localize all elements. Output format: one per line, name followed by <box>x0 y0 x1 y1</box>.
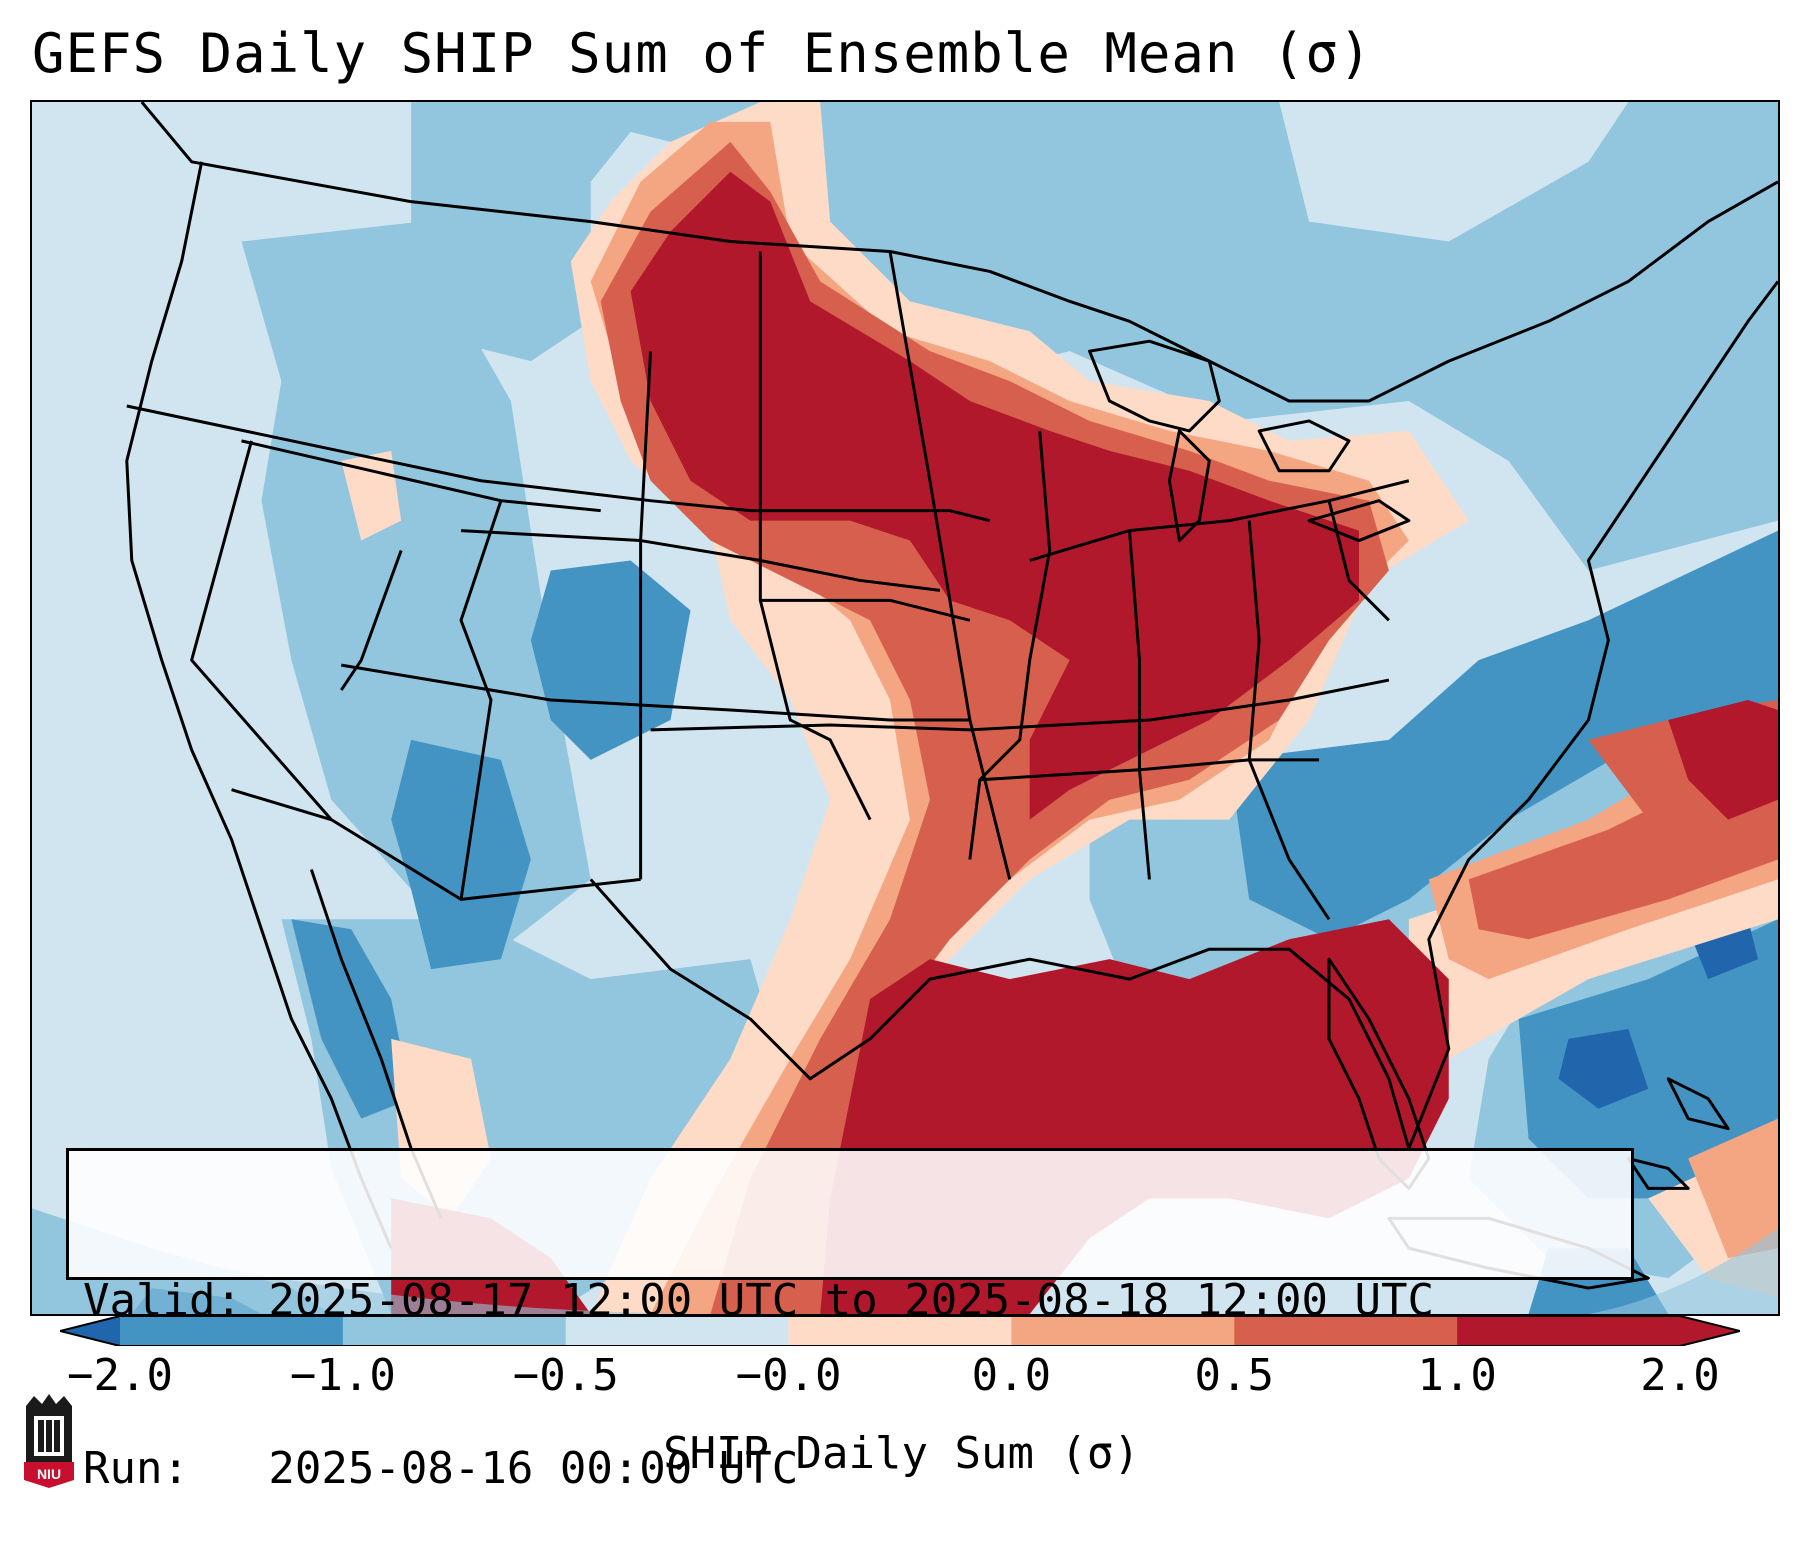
ship-anomaly-map <box>32 102 1778 1314</box>
colorbar-extend-low <box>60 1316 120 1346</box>
colorbar-tick-label: 1.0 <box>1417 1350 1497 1401</box>
map-panel[interactable] <box>30 100 1780 1316</box>
colorbar-tick-label: 2.0 <box>1640 1350 1720 1401</box>
info-box: Valid: 2025-08-17 12:00 UTC to 2025-08-1… <box>66 1148 1634 1494</box>
colorbar-tick-label: 0.0 <box>971 1350 1052 1401</box>
map-title: GEFS Daily SHIP Sum of Ensemble Mean (σ) <box>32 22 1373 85</box>
colorbar-segment <box>120 1316 344 1346</box>
colorbar-extend-high <box>1680 1316 1740 1346</box>
colorbar-tick-label: −0.0 <box>735 1350 842 1401</box>
colorbar <box>60 1316 1740 1346</box>
colorbar-segment <box>1011 1316 1235 1346</box>
colorbar-segment <box>342 1316 567 1346</box>
colorbar-segment <box>1234 1316 1458 1346</box>
niu-logo-icon: NIU <box>24 1394 74 1488</box>
colorbar-ticks: −2.0 −1.0 −0.5 −0.0 0.0 0.5 1.0 2.0 <box>0 1350 1803 1401</box>
projection-edge-right <box>1588 1228 1778 1314</box>
colorbar-label: SHIP Daily Sum (σ) <box>663 1428 1140 1479</box>
colorbar-segment <box>565 1316 790 1346</box>
colorbar-segment <box>788 1316 1012 1346</box>
niu-logo-text: NIU <box>37 1466 61 1482</box>
run-time-text: Run: 2025-08-16 00:00 UTC <box>83 1443 799 1494</box>
colorbar-tick-label: −1.0 <box>289 1350 396 1401</box>
colorbar-tick-label: 0.5 <box>1194 1350 1275 1401</box>
colorbar-tick-label: −2.0 <box>67 1350 173 1401</box>
colorbar-tick-label: −0.5 <box>512 1350 619 1401</box>
colorbar-segment <box>1457 1316 1681 1346</box>
projection-edge <box>32 1218 731 1314</box>
field-low <box>131 530 1778 1314</box>
